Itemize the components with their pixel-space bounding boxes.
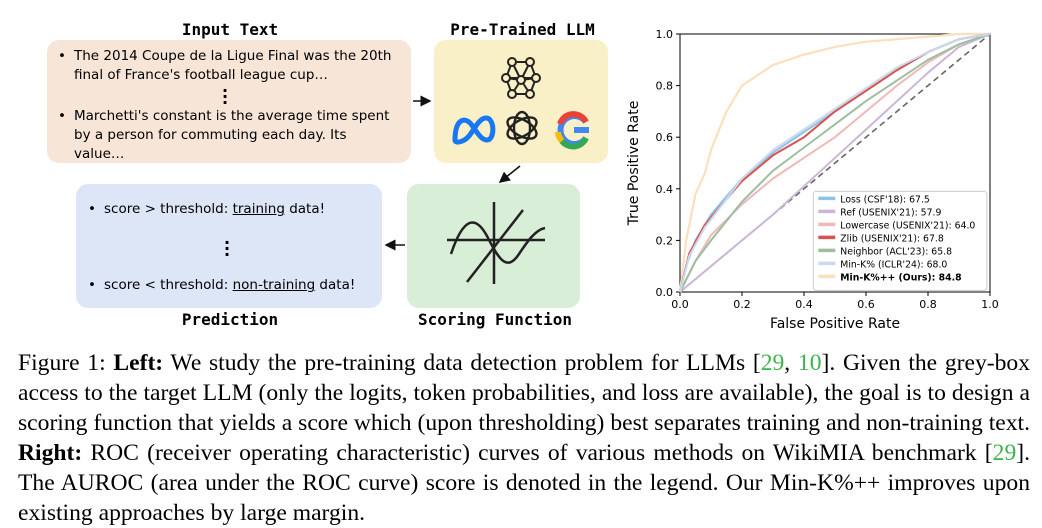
roc-curve — [679, 33, 991, 293]
input-text-box: The 2014 Coupe de la Ligue Final was the… — [47, 40, 411, 163]
openai-logo-icon — [506, 110, 538, 146]
prediction-line-1-prefix: score > threshold: — [104, 201, 233, 217]
meta-logo-icon — [452, 115, 496, 145]
citation-link-29[interactable]: 29 — [760, 350, 785, 376]
diagram-arrows — [384, 95, 521, 251]
prediction-line-2-suffix: data! — [315, 277, 356, 293]
legend-entry: Lowercase (USENIX'21): 64.0 — [840, 220, 975, 231]
prediction-line-1: score > threshold: training data! — [88, 200, 384, 219]
random-guess-diagonal — [679, 33, 991, 293]
input-bullet-2: Marchetti's constant is the average time… — [58, 107, 404, 164]
neural-network-icon — [501, 57, 541, 99]
roc-curve — [679, 33, 991, 293]
llm-box — [434, 40, 608, 163]
legend-entry: Neighbor (ACL'23): 65.8 — [840, 246, 952, 257]
citation-link-29-right[interactable]: 29 — [992, 440, 1017, 466]
prediction-vdots: · · · — [223, 233, 231, 264]
x-axis-label: False Positive Rate — [770, 316, 900, 332]
prediction-line-1-suffix: data! — [284, 201, 326, 217]
scoring-function-box — [407, 184, 580, 308]
input-bullet-1-line-1: The 2014 Coupe de la Ligue Final was the… — [74, 48, 392, 64]
llm-icons — [452, 57, 589, 150]
prediction-box: score > threshold: training data! ··· sc… — [76, 184, 382, 308]
prediction-line-2: score < threshold: non-training data! — [88, 276, 384, 295]
chart-lines — [678, 32, 991, 293]
roc-curve — [678, 32, 990, 293]
input-bullet-2-line-1: Marchetti's constant is the average time… — [74, 108, 390, 124]
input-text-heading: Input Text — [181, 20, 279, 39]
input-bullet-2-line-3: value… — [74, 146, 125, 162]
y-tick-label: 0.2 — [656, 234, 674, 247]
chart-axes: 0.0 0.2 0.4 0.6 0.8 1.0 0.0 0.2 0.4 0.6 0.8 1.0 Fals… — [626, 28, 999, 332]
caption-figure-label: Figure 1: — [18, 350, 114, 376]
google-logo-icon — [555, 111, 589, 150]
y-tick-label: 0.8 — [656, 80, 674, 93]
roc-chart: 0.0 0.2 0.4 0.6 0.8 1.0 0.0 0.2 0.4 0.6 0.8 1.0 Fals… — [626, 28, 999, 332]
y-tick-label: 0.6 — [656, 131, 674, 144]
y-tick-label: 0.0 — [656, 286, 674, 299]
chart-legend: Loss (CSF'18): 67.5 Ref (USENIX'21): 57.9… — [812, 190, 988, 291]
input-bullet-2-line-2: by a person for commuting each day. Its — [74, 127, 347, 143]
scoring-function-heading: Scoring Function — [417, 310, 573, 329]
x-tick-label: 0.0 — [671, 298, 689, 311]
llm-heading: Pre-Trained LLM — [450, 20, 595, 39]
legend-entry: Min-K% (ICLR'24): 68.0 — [840, 259, 947, 270]
scoring-function-plot-icon — [447, 202, 546, 284]
input-bullet-1-line-2: final of France's football league cup… — [74, 67, 328, 83]
x-tick-label: 0.2 — [733, 298, 751, 311]
y-axis-label: True Positive Rate — [626, 101, 642, 227]
citation-link-10[interactable]: 10 — [797, 350, 822, 376]
y-tick-label: 0.4 — [656, 183, 674, 196]
legend-entry: Min-K%++ (Ours): 84.8 — [840, 272, 961, 283]
prediction-heading: Prediction — [181, 310, 279, 329]
plot-frame — [679, 33, 991, 293]
prediction-line-1-word: training — [232, 201, 285, 217]
input-vdots: · · · — [221, 81, 229, 112]
arrow-llm-to-scoring — [498, 165, 521, 183]
caption-left-text-1: We study the pre-training data detection… — [163, 350, 761, 376]
roc-curve — [679, 33, 991, 293]
caption-ref-separator: , — [784, 350, 798, 376]
x-tick-label: 0.8 — [919, 298, 937, 311]
legend-entry: Zlib (USENIX'21): 67.8 — [840, 233, 944, 244]
caption-left-label: Left: — [113, 350, 164, 376]
caption-right-text-2: ]. The AUROC (area under the ROC curve) … — [18, 440, 1030, 526]
legend-entry: Ref (USENIX'21): 57.9 — [840, 207, 941, 218]
x-tick-label: 0.6 — [857, 298, 875, 311]
y-tick-label: 1.0 — [656, 28, 674, 41]
x-tick-label: 0.4 — [795, 298, 813, 311]
caption-right-label: Right: — [18, 440, 83, 466]
figure-caption: Figure 1: Left: We study the pre-trainin… — [18, 348, 1030, 528]
caption-left-text-2: ]. Given the grey-box access to the targ… — [18, 350, 1031, 436]
caption-right-text-1: ROC (receiver operating characteristic) … — [82, 440, 993, 466]
prediction-line-2-prefix: score < threshold: — [104, 277, 233, 293]
x-tick-label: 1.0 — [981, 298, 999, 311]
legend-box — [812, 190, 988, 291]
roc-curve — [679, 33, 991, 293]
legend-entry: Loss (CSF'18): 67.5 — [840, 194, 930, 205]
input-bullet-1: The 2014 Coupe de la Ligue Final was the… — [58, 47, 404, 85]
prediction-line-2-word: non-training — [232, 277, 316, 293]
